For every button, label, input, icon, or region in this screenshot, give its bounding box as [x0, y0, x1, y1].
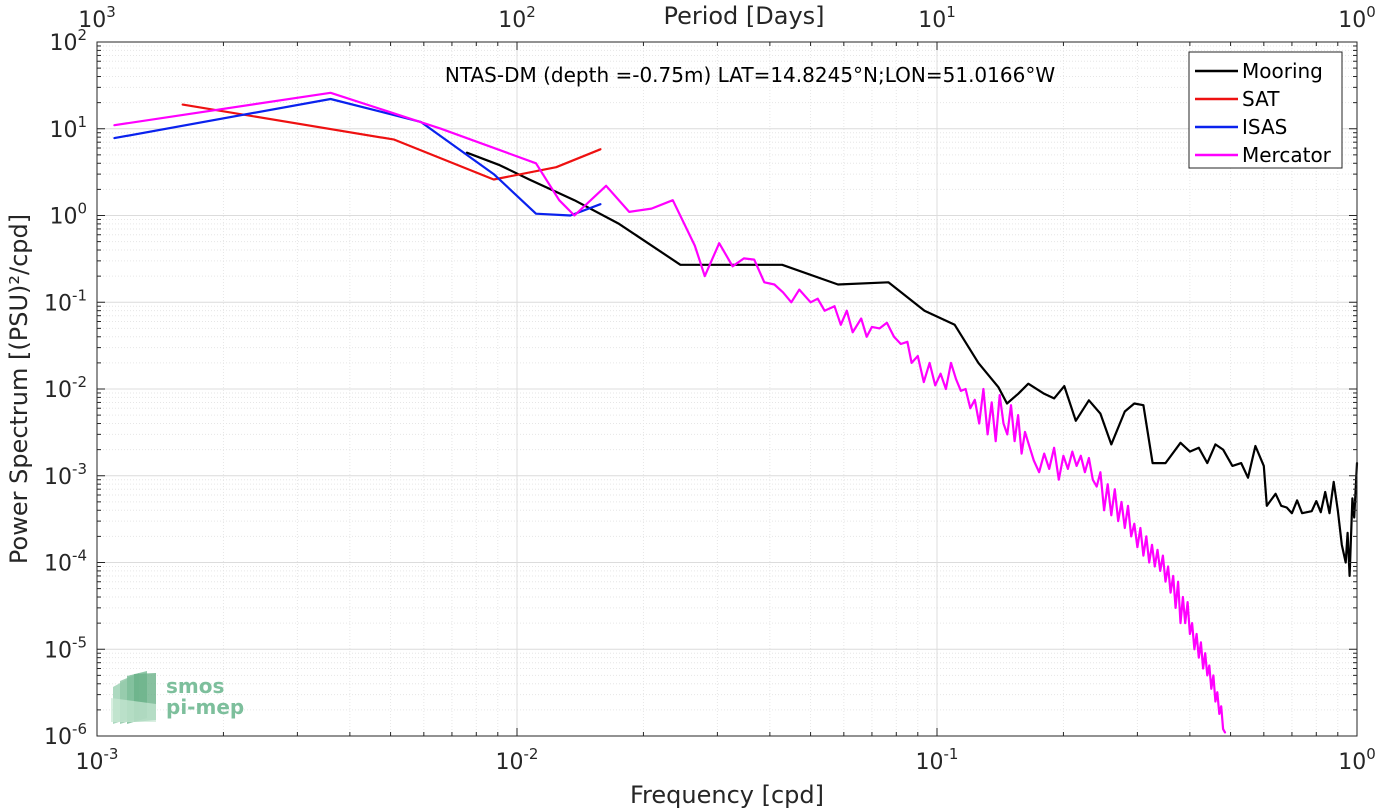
axis-ticks — [96, 41, 1358, 737]
y-tick-label: 100 — [49, 200, 87, 230]
y-tick-label: 102 — [49, 26, 87, 56]
top-tick-label: 101 — [918, 3, 956, 33]
x-tick-label: 10-1 — [916, 745, 959, 775]
series-line-mooring — [465, 151, 1359, 578]
x-tick-label: 100 — [1338, 745, 1376, 775]
series-layer — [113, 91, 1359, 734]
x-tick-label: 10-3 — [76, 745, 119, 775]
legend-label-mooring: Mooring — [1242, 59, 1323, 83]
y-tick-label: 10-2 — [44, 373, 87, 403]
y-tick-label: 10-4 — [44, 547, 87, 577]
logo-line-1: smos — [166, 674, 224, 698]
x-axis-label: Frequency [cpd] — [630, 781, 824, 809]
legend[interactable]: Mooring SAT ISAS Mercator — [1188, 51, 1343, 169]
series-line-sat — [181, 103, 602, 181]
chart-title: NTAS-DM (depth =-0.75m) LAT=14.8245°N;LO… — [445, 63, 1055, 87]
y-tick-label: 10-1 — [44, 286, 87, 316]
y-tick-label: 10-3 — [44, 460, 87, 490]
legend-items: Mooring SAT ISAS Mercator — [1195, 59, 1332, 167]
y-tick-label: 10-5 — [44, 633, 87, 663]
top-tick-label: 100 — [1338, 3, 1376, 33]
smos-pi-mep-logo: smos pi-mep — [111, 671, 244, 724]
logo-line-2: pi-mep — [166, 695, 244, 719]
series-line-mercator — [113, 91, 1227, 734]
x-tick-label: 10-2 — [496, 745, 539, 775]
top-tick-label: 103 — [78, 3, 116, 33]
y-tick-label: 10-6 — [44, 720, 87, 750]
minor-gridlines — [97, 42, 1357, 736]
top-tick-label: 102 — [498, 3, 536, 33]
legend-label-sat: SAT — [1242, 87, 1280, 111]
series-line-isas — [113, 97, 602, 217]
top-axis-label: Period [Days] — [663, 2, 824, 30]
y-tick-label: 101 — [49, 113, 87, 143]
legend-label-isas: ISAS — [1242, 115, 1287, 139]
y-axis-label: Power Spectrum [(PSU)²/cpd] — [5, 214, 33, 564]
legend-label-mercator: Mercator — [1242, 143, 1332, 167]
